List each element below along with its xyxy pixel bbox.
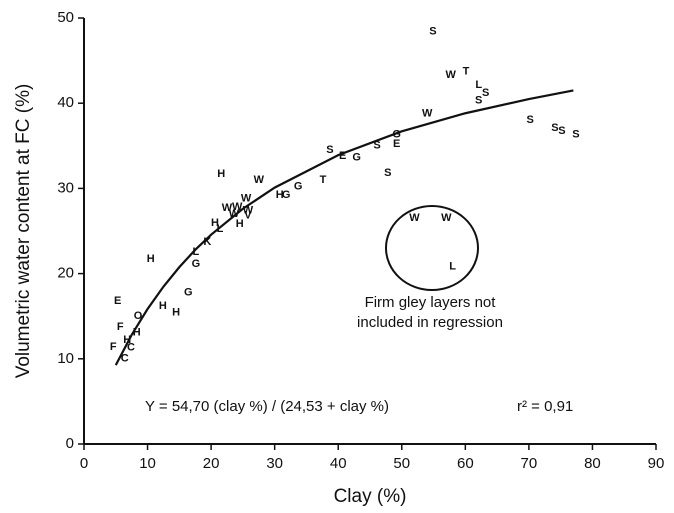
point: L <box>475 79 482 91</box>
y-tick-label: 20 <box>57 265 74 282</box>
point: W <box>422 107 433 119</box>
y-tick-label: 0 <box>66 435 74 452</box>
equation: Y = 54,70 (clay %) / (24,53 + clay %) <box>145 398 389 415</box>
point: S <box>373 140 380 152</box>
x-tick-label: 10 <box>139 455 156 472</box>
r-squared: r² = 0,91 <box>517 398 573 415</box>
x-tick-label: 0 <box>80 455 88 472</box>
point: H <box>147 253 155 265</box>
point: T <box>463 66 470 78</box>
point: V <box>244 210 252 222</box>
point: E <box>339 150 346 162</box>
point: S <box>429 26 436 38</box>
point: W <box>441 212 452 224</box>
point: G <box>192 258 201 270</box>
point: G <box>294 181 303 193</box>
fit-curve <box>114 89 574 366</box>
point: S <box>482 87 489 99</box>
point: H <box>159 300 167 312</box>
point: T <box>320 174 327 186</box>
point: F <box>110 341 117 353</box>
annotation: Firm gley layers not <box>365 294 497 311</box>
point: S <box>384 167 391 179</box>
point: S <box>526 114 533 126</box>
point: H <box>276 189 284 201</box>
point: H <box>133 326 141 338</box>
x-tick-label: 70 <box>521 455 538 472</box>
point: W <box>241 193 252 205</box>
x-axis-title: Clay (%) <box>334 486 407 507</box>
point: H <box>123 334 131 346</box>
point: H <box>236 218 244 230</box>
point: G <box>392 129 401 141</box>
point: K <box>203 236 211 248</box>
point: W <box>409 212 420 224</box>
point: G <box>184 286 193 298</box>
point: C <box>121 353 129 365</box>
point: C <box>127 342 135 354</box>
point: F <box>117 321 124 333</box>
point: H <box>211 217 219 229</box>
x-tick-label: 30 <box>266 455 283 472</box>
point: H <box>172 307 180 319</box>
x-tick-label: 60 <box>457 455 474 472</box>
gley-circle <box>385 205 479 291</box>
point: H <box>217 168 225 180</box>
point: W <box>229 208 240 220</box>
y-axis-title: Volumetric water content at FC (%) <box>13 84 34 379</box>
annotation: included in regression <box>357 314 503 331</box>
x-tick-label: 20 <box>203 455 220 472</box>
point: W <box>222 202 233 214</box>
point: G <box>352 152 361 164</box>
y-tick-label: 50 <box>57 9 74 26</box>
x-tick-label: 90 <box>648 455 665 472</box>
point: W <box>232 201 243 213</box>
point: S <box>551 122 558 134</box>
point: W <box>243 204 254 216</box>
point: W <box>446 69 457 81</box>
y-tick-label: 30 <box>57 179 74 196</box>
point: E <box>114 295 121 307</box>
point: L <box>449 261 456 273</box>
point: L <box>192 246 199 258</box>
point: O <box>134 310 143 322</box>
y-tick-label: 10 <box>57 350 74 367</box>
x-tick-label: 80 <box>584 455 601 472</box>
point: G <box>282 189 291 201</box>
point: S <box>326 144 333 156</box>
y-tick-label: 40 <box>57 94 74 111</box>
point: S <box>475 95 482 107</box>
point: W <box>254 174 265 186</box>
point: S <box>558 125 565 137</box>
point: E <box>393 138 400 150</box>
x-tick-label: 40 <box>330 455 347 472</box>
point: L <box>217 223 224 235</box>
x-tick-label: 50 <box>393 455 410 472</box>
point: S <box>572 129 579 141</box>
